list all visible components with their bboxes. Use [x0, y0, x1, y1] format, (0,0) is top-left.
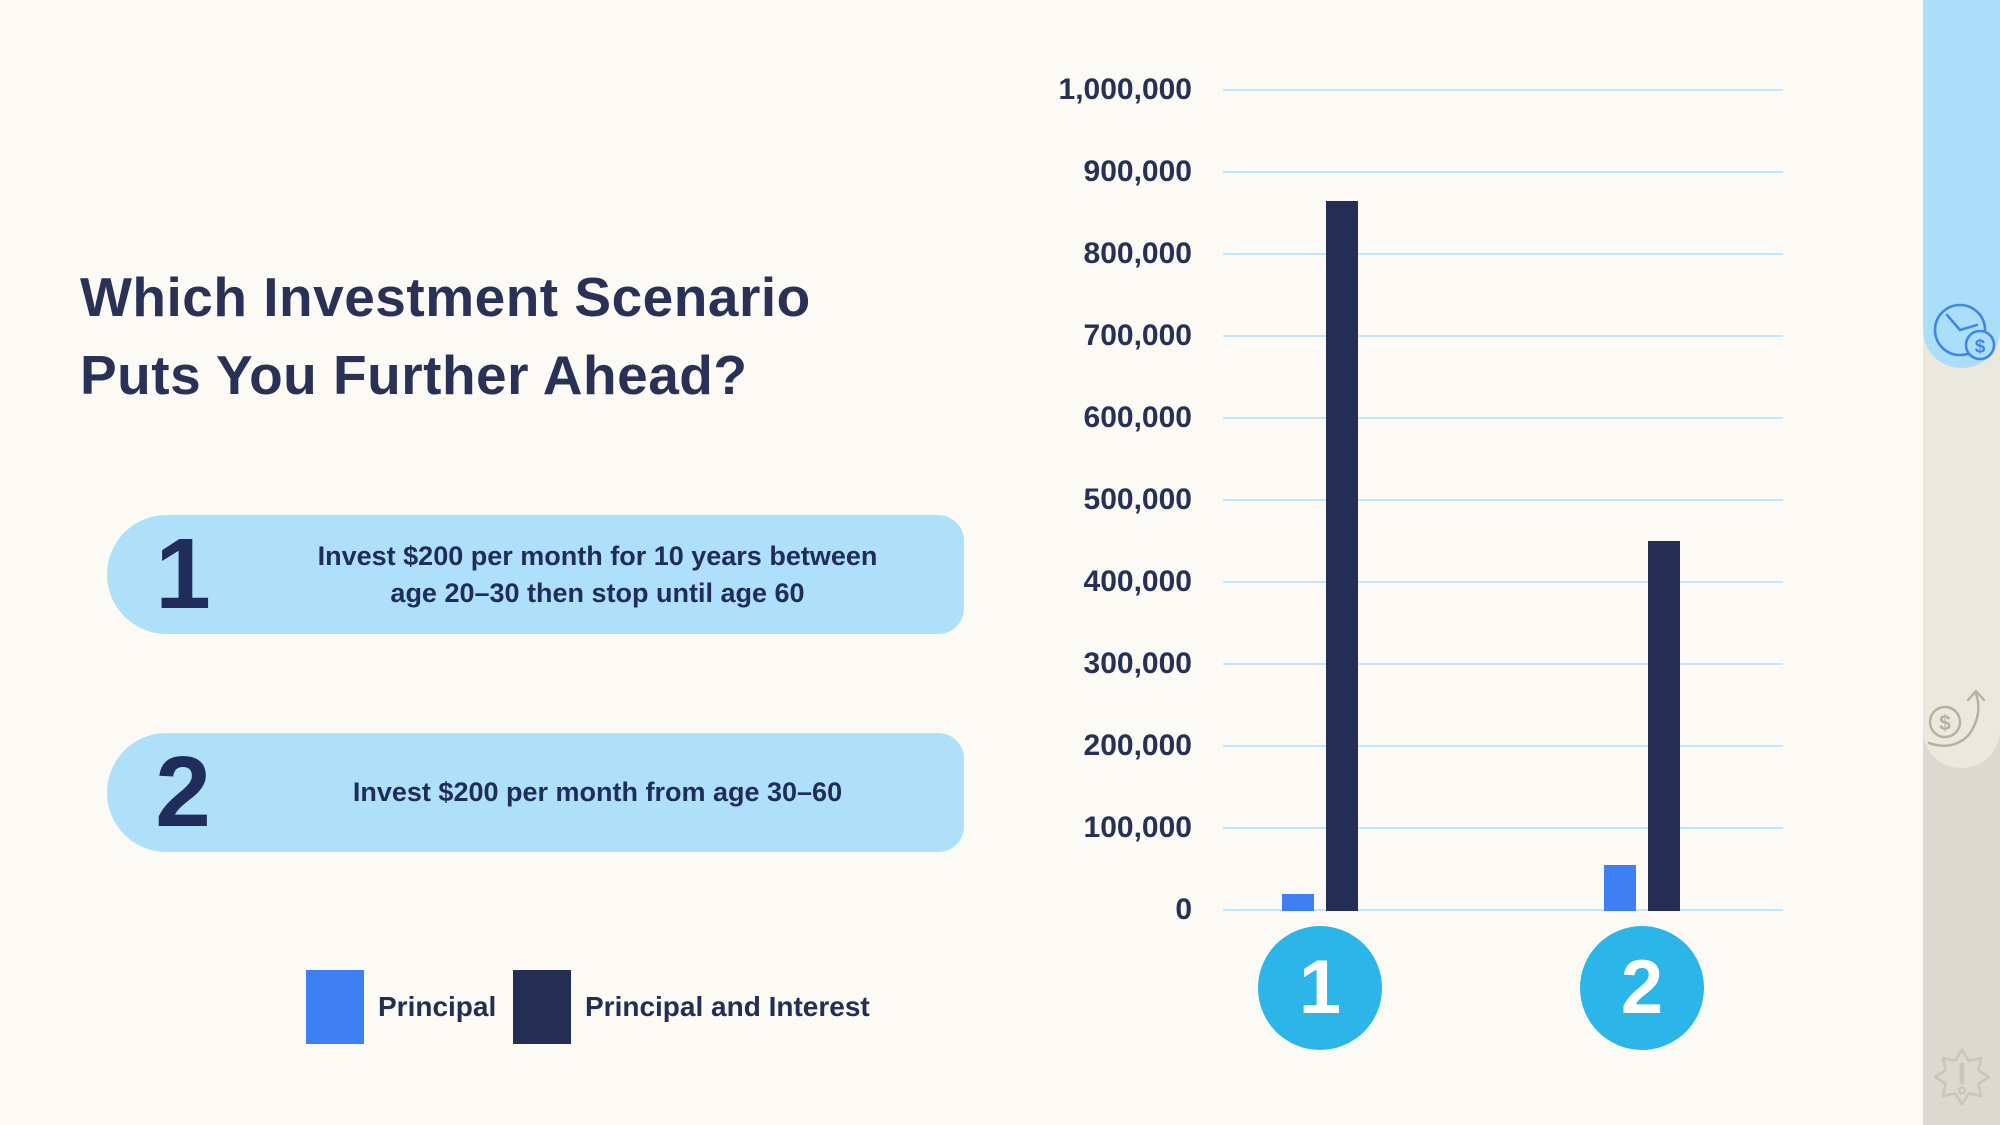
scenario-2-description-line-1: Invest $200 per month from age 30–60 — [352, 777, 843, 807]
legend-swatch-principal-and-interest — [513, 970, 571, 1044]
y-axis-tick-label: 900,000 — [1083, 155, 1192, 188]
y-axis-tick-label: 700,000 — [1083, 319, 1192, 352]
y-axis-tick-label: 300,000 — [1083, 647, 1192, 680]
y-axis-tick-label: 1,000,000 — [1058, 73, 1192, 106]
y-axis-tick-label: 400,000 — [1083, 565, 1192, 598]
gridline-600,000 — [1223, 417, 1783, 419]
category-badge-2: 2 — [1580, 926, 1704, 1050]
scenario-1-number: 1 — [155, 518, 211, 630]
bar-principal-and-interest-scenario-2 — [1648, 541, 1680, 911]
scenario-2-pill: 2 Invest $200 per month from age 30–60 — [107, 733, 964, 852]
scenario-1-description: Invest $200 per month for 10 years betwe… — [259, 538, 964, 612]
page-title-line-2: Puts You Further Ahead? — [80, 344, 748, 406]
coin-growth-icon: $ — [1927, 689, 1986, 747]
legend-label-principal-and-interest: Principal and Interest — [585, 991, 870, 1022]
scenario-1-description-line-2: age 20–30 then stop until age 60 — [390, 577, 805, 608]
scenario-2-description: Invest $200 per month from age 30–60 — [259, 774, 964, 811]
clock-dollar-icon: $ — [1933, 303, 1996, 361]
scenario-1-pill: 1 Invest $200 per month for 10 years bet… — [107, 515, 964, 634]
y-axis-tick-label: 0 — [1175, 893, 1192, 926]
svg-text:$: $ — [1975, 337, 1986, 358]
gridline-700,000 — [1223, 335, 1783, 337]
page-title-line-1: Which Investment Scenario — [80, 266, 811, 328]
legend-swatch-principal — [306, 970, 364, 1044]
svg-text:$: $ — [1939, 712, 1951, 735]
alert-burst-icon — [1933, 1048, 1991, 1106]
gridline-900,000 — [1223, 171, 1783, 173]
gridline-500,000 — [1223, 499, 1783, 501]
gridline-1,000,000 — [1223, 89, 1783, 91]
y-axis-tick-label: 500,000 — [1083, 483, 1192, 516]
bar-principal-scenario-1 — [1282, 894, 1314, 911]
bar-principal-scenario-2 — [1604, 865, 1636, 911]
scenario-1-description-line-1: Invest $200 per month for 10 years betwe… — [317, 540, 878, 571]
side-rail-tab-time-money[interactable]: $ — [1923, 0, 2000, 368]
scenario-2-number: 2 — [155, 736, 211, 848]
gridline-400,000 — [1223, 581, 1783, 583]
gridline-200,000 — [1223, 745, 1783, 747]
gridline-100,000 — [1223, 827, 1783, 829]
legend-label-principal: Principal — [378, 991, 497, 1022]
y-axis-tick-label: 100,000 — [1083, 811, 1192, 844]
y-axis-tick-label: 800,000 — [1083, 237, 1192, 270]
gridline-800,000 — [1223, 253, 1783, 255]
gridline-0 — [1223, 909, 1783, 911]
category-badge-1: 1 — [1258, 926, 1382, 1050]
bar-principal-and-interest-scenario-1 — [1326, 201, 1358, 911]
y-axis-tick-label: 200,000 — [1083, 729, 1192, 762]
page-title: Which Investment Scenario Puts You Furth… — [80, 258, 811, 414]
gridline-300,000 — [1223, 663, 1783, 665]
y-axis-tick-label: 600,000 — [1083, 401, 1192, 434]
